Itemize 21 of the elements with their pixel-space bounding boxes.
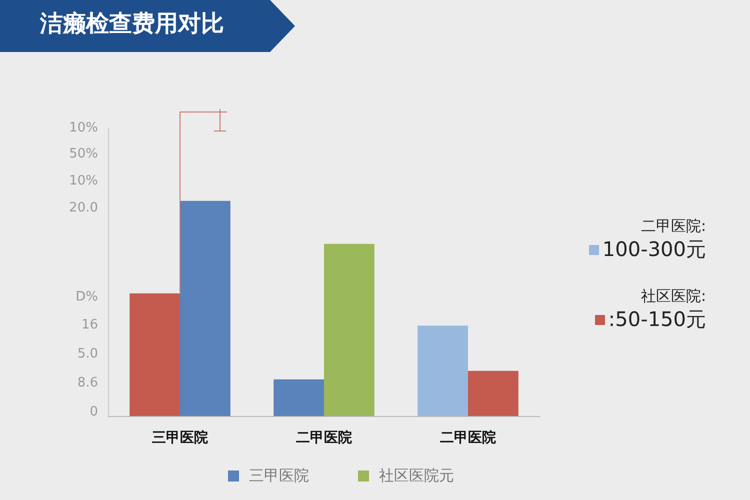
bar: [418, 326, 468, 416]
text: 10%: [69, 120, 98, 136]
text: D%: [76, 290, 98, 304]
text: 5.0: [77, 346, 98, 362]
text: 8.6: [77, 376, 98, 390]
text: 20.0: [69, 200, 98, 216]
text: :50-150元: [608, 306, 706, 333]
bar: [324, 244, 374, 416]
text: 10%: [69, 174, 98, 188]
x-tick-label: 二甲医院: [440, 429, 496, 445]
text: 100-300元: [602, 236, 706, 263]
text: 二甲医院:: [640, 217, 706, 236]
text: 0: [90, 404, 98, 420]
x-tick-label: 三甲医院: [152, 429, 208, 445]
text: 16: [81, 318, 98, 332]
text: 社区医院:: [640, 287, 706, 306]
text: 社区医院元: [379, 466, 454, 486]
text: 三甲医院: [249, 466, 309, 486]
x-tick-label: 二甲医院: [296, 429, 352, 445]
chart-title: 洁癞检查费用对比: [40, 10, 224, 39]
text: 50%: [69, 146, 98, 162]
